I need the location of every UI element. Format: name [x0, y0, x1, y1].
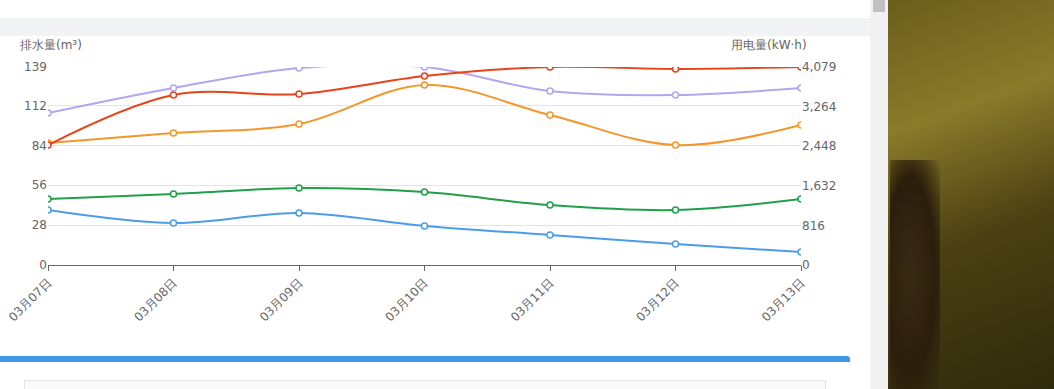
svg-text:03月10日: 03月10日	[382, 276, 430, 324]
svg-text:03月12日: 03月12日	[633, 276, 681, 324]
svg-text:2,448: 2,448	[802, 139, 836, 153]
svg-text:03月13日: 03月13日	[759, 276, 807, 324]
svg-text:03月08日: 03月08日	[131, 276, 179, 324]
svg-text:4,079: 4,079	[802, 60, 836, 74]
svg-text:用电量(kW·h): 用电量(kW·h)	[731, 38, 807, 52]
svg-text:28: 28	[32, 218, 47, 232]
svg-text:排水量(m³): 排水量(m³)	[20, 38, 82, 52]
svg-text:84: 84	[32, 139, 47, 153]
svg-text:139: 139	[24, 60, 47, 74]
svg-text:0: 0	[802, 258, 810, 272]
svg-text:03月07日: 03月07日	[6, 276, 54, 324]
svg-text:03月11日: 03月11日	[508, 276, 556, 324]
svg-text:56: 56	[32, 178, 47, 192]
svg-text:112: 112	[24, 99, 47, 113]
svg-text:3,264: 3,264	[802, 100, 836, 114]
svg-text:0: 0	[39, 258, 47, 272]
svg-text:816: 816	[802, 219, 825, 233]
svg-text:1,632: 1,632	[802, 179, 836, 193]
svg-text:03月09日: 03月09日	[257, 276, 305, 324]
